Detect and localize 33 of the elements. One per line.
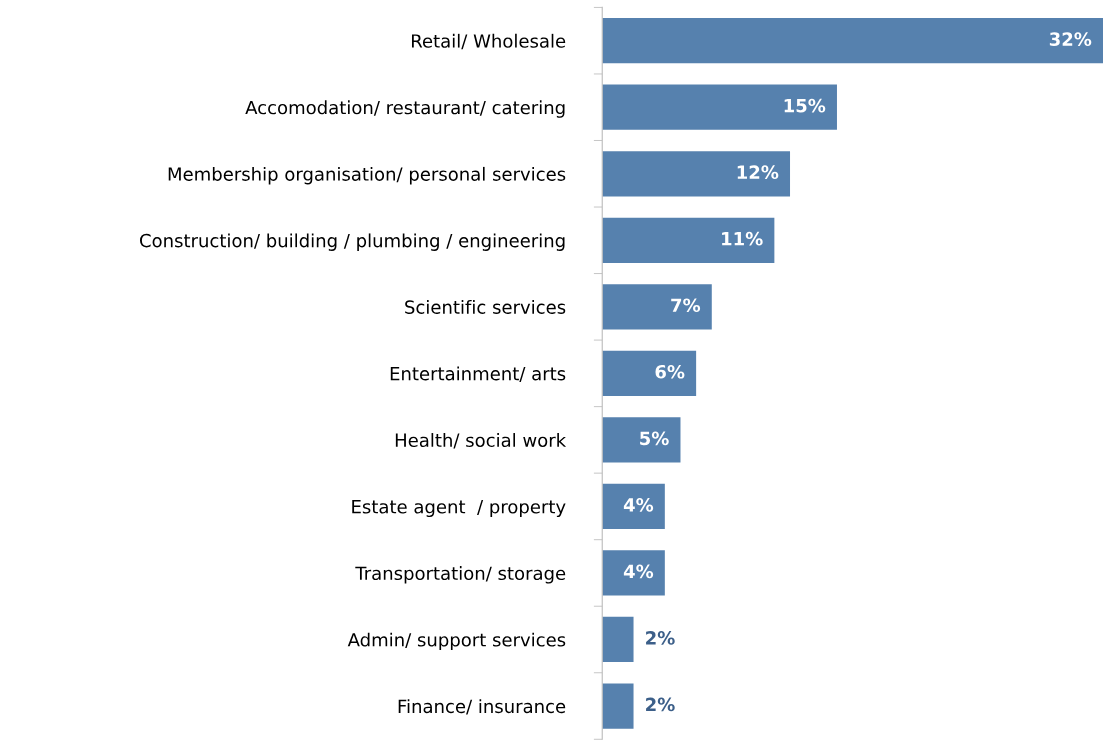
- y-tick-label: Construction/ building / plumbing / engineering: [139, 233, 565, 251]
- bar: [602, 483, 665, 530]
- bar: [602, 616, 634, 663]
- data-label: 2%: [646, 697, 675, 712]
- bar: [602, 350, 697, 396]
- y-tick-label: Transportation/ storage: [355, 566, 566, 584]
- data-label: 7%: [671, 298, 701, 313]
- data-label: 4%: [623, 498, 654, 512]
- bar: [602, 18, 1103, 64]
- y-tick-label: Admin/ support services: [347, 632, 566, 651]
- data-label: 32%: [1049, 32, 1092, 46]
- data-label: 5%: [640, 431, 669, 446]
- y-tick-label: Finance/ insurance: [398, 699, 566, 715]
- bar: [602, 417, 681, 463]
- y-tick-label: Estate agent / property: [352, 500, 566, 518]
- data-label: 15%: [784, 98, 826, 113]
- y-tick-label: Retail/ Wholesale: [411, 33, 566, 50]
- data-label: 4%: [623, 564, 654, 579]
- y-tick-label: Health/ social work: [395, 433, 567, 449]
- bar: [602, 151, 791, 197]
- y-tick-label: Membership organisation/ personal services: [168, 166, 566, 185]
- y-tick-label: Accomodation/ restaurant/ catering: [245, 100, 565, 118]
- data-label: 11%: [722, 231, 763, 246]
- data-label: 2%: [646, 631, 675, 645]
- bar: [602, 550, 665, 596]
- bar: [602, 84, 837, 130]
- bar: [602, 683, 634, 729]
- data-label: 6%: [655, 364, 685, 379]
- y-tick-label: Scientific services: [405, 299, 566, 314]
- bar: [602, 284, 712, 330]
- bar: [602, 217, 775, 263]
- data-label: 12%: [737, 165, 779, 179]
- y-tick-label: Entertainment/ arts: [390, 366, 566, 382]
